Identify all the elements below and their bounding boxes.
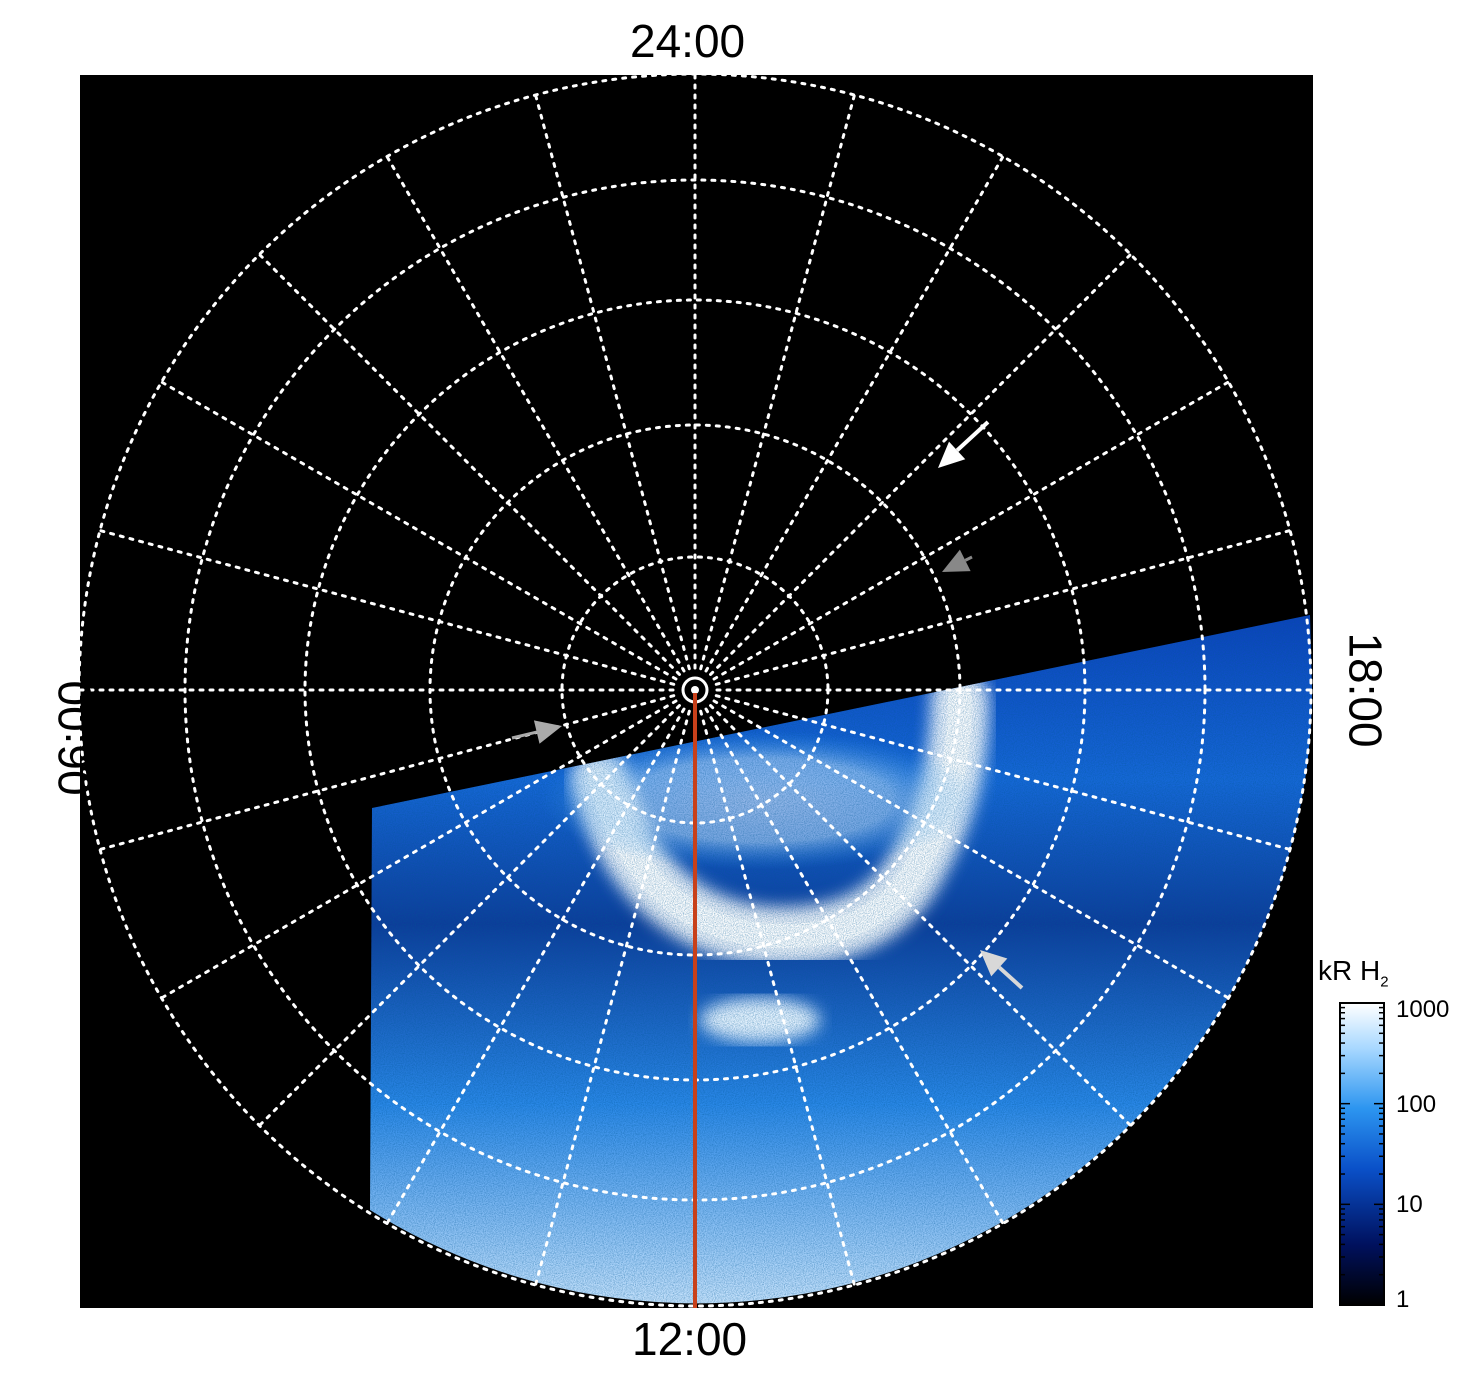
colorbar-tick-label: 10: [1396, 1191, 1423, 1218]
local-time-meridian: [704, 155, 1005, 673]
annotation-arrow: [511, 720, 562, 744]
local-time-meridian: [704, 707, 1005, 1225]
colorbar-tick-label: 1000: [1396, 996, 1450, 1023]
local-time-meridian: [699, 93, 856, 671]
annotation-arrow: [980, 950, 1024, 990]
local-time-meridian: [98, 529, 676, 686]
local-time-meridian: [714, 529, 1292, 686]
colorbar: [1339, 1002, 1385, 1306]
colorbar-ticks: [1340, 1006, 1384, 1306]
local-time-meridian: [385, 155, 686, 673]
colorbar-title: kR H2: [1318, 955, 1389, 991]
annotation-arrow: [942, 549, 973, 572]
annotation-arrow: [938, 420, 990, 468]
local-time-meridian: [385, 707, 686, 1225]
local-time-meridian: [98, 694, 676, 851]
local-time-label-bottom: 12:00: [632, 1313, 748, 1365]
local-time-meridian: [257, 252, 681, 676]
local-time-meridian: [160, 380, 678, 681]
local-time-meridian: [534, 93, 691, 671]
local-time-label-top: 24:00: [630, 15, 746, 67]
local-time-meridian: [714, 694, 1292, 851]
local-time-meridian: [160, 699, 678, 1000]
local-time-label-left: 06:00: [48, 680, 101, 796]
local-time-meridian: [709, 252, 1133, 676]
local-time-meridian: [257, 704, 681, 1128]
local-time-meridian: [712, 380, 1230, 681]
colorbar-tick-label: 1: [1396, 1286, 1410, 1313]
local-time-meridian: [534, 709, 691, 1287]
colorbar-tick-label: 100: [1396, 1091, 1437, 1118]
annotation-arrows: [511, 420, 1024, 990]
local-time-meridian: [712, 699, 1230, 1000]
local-time-meridian: [699, 709, 856, 1287]
local-time-label-right: 18:00: [1339, 632, 1392, 748]
local-time-meridian: [709, 704, 1133, 1128]
